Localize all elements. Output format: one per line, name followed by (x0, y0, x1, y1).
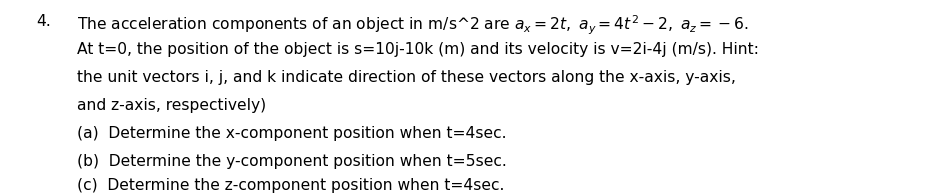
Text: (b)  Determine the y-component position when t=5sec.: (b) Determine the y-component position w… (77, 154, 507, 169)
Text: At t=0, the position of the object is s=10j-10k (m) and its velocity is v=2i-4j : At t=0, the position of the object is s=… (77, 42, 759, 57)
Text: the unit vectors i, j, and k indicate direction of these vectors along the x-axi: the unit vectors i, j, and k indicate di… (77, 70, 736, 85)
Text: 4.: 4. (36, 14, 51, 29)
Text: and z-axis, respectively): and z-axis, respectively) (77, 98, 267, 113)
Text: (a)  Determine the x-component position when t=4sec.: (a) Determine the x-component position w… (77, 126, 507, 141)
Text: (c)  Determine the z-component position when t=4sec.: (c) Determine the z-component position w… (77, 178, 505, 193)
Text: The acceleration components of an object in m/s^2 are $a_x = 2t,\ a_y = 4t^2 - 2: The acceleration components of an object… (77, 14, 749, 37)
